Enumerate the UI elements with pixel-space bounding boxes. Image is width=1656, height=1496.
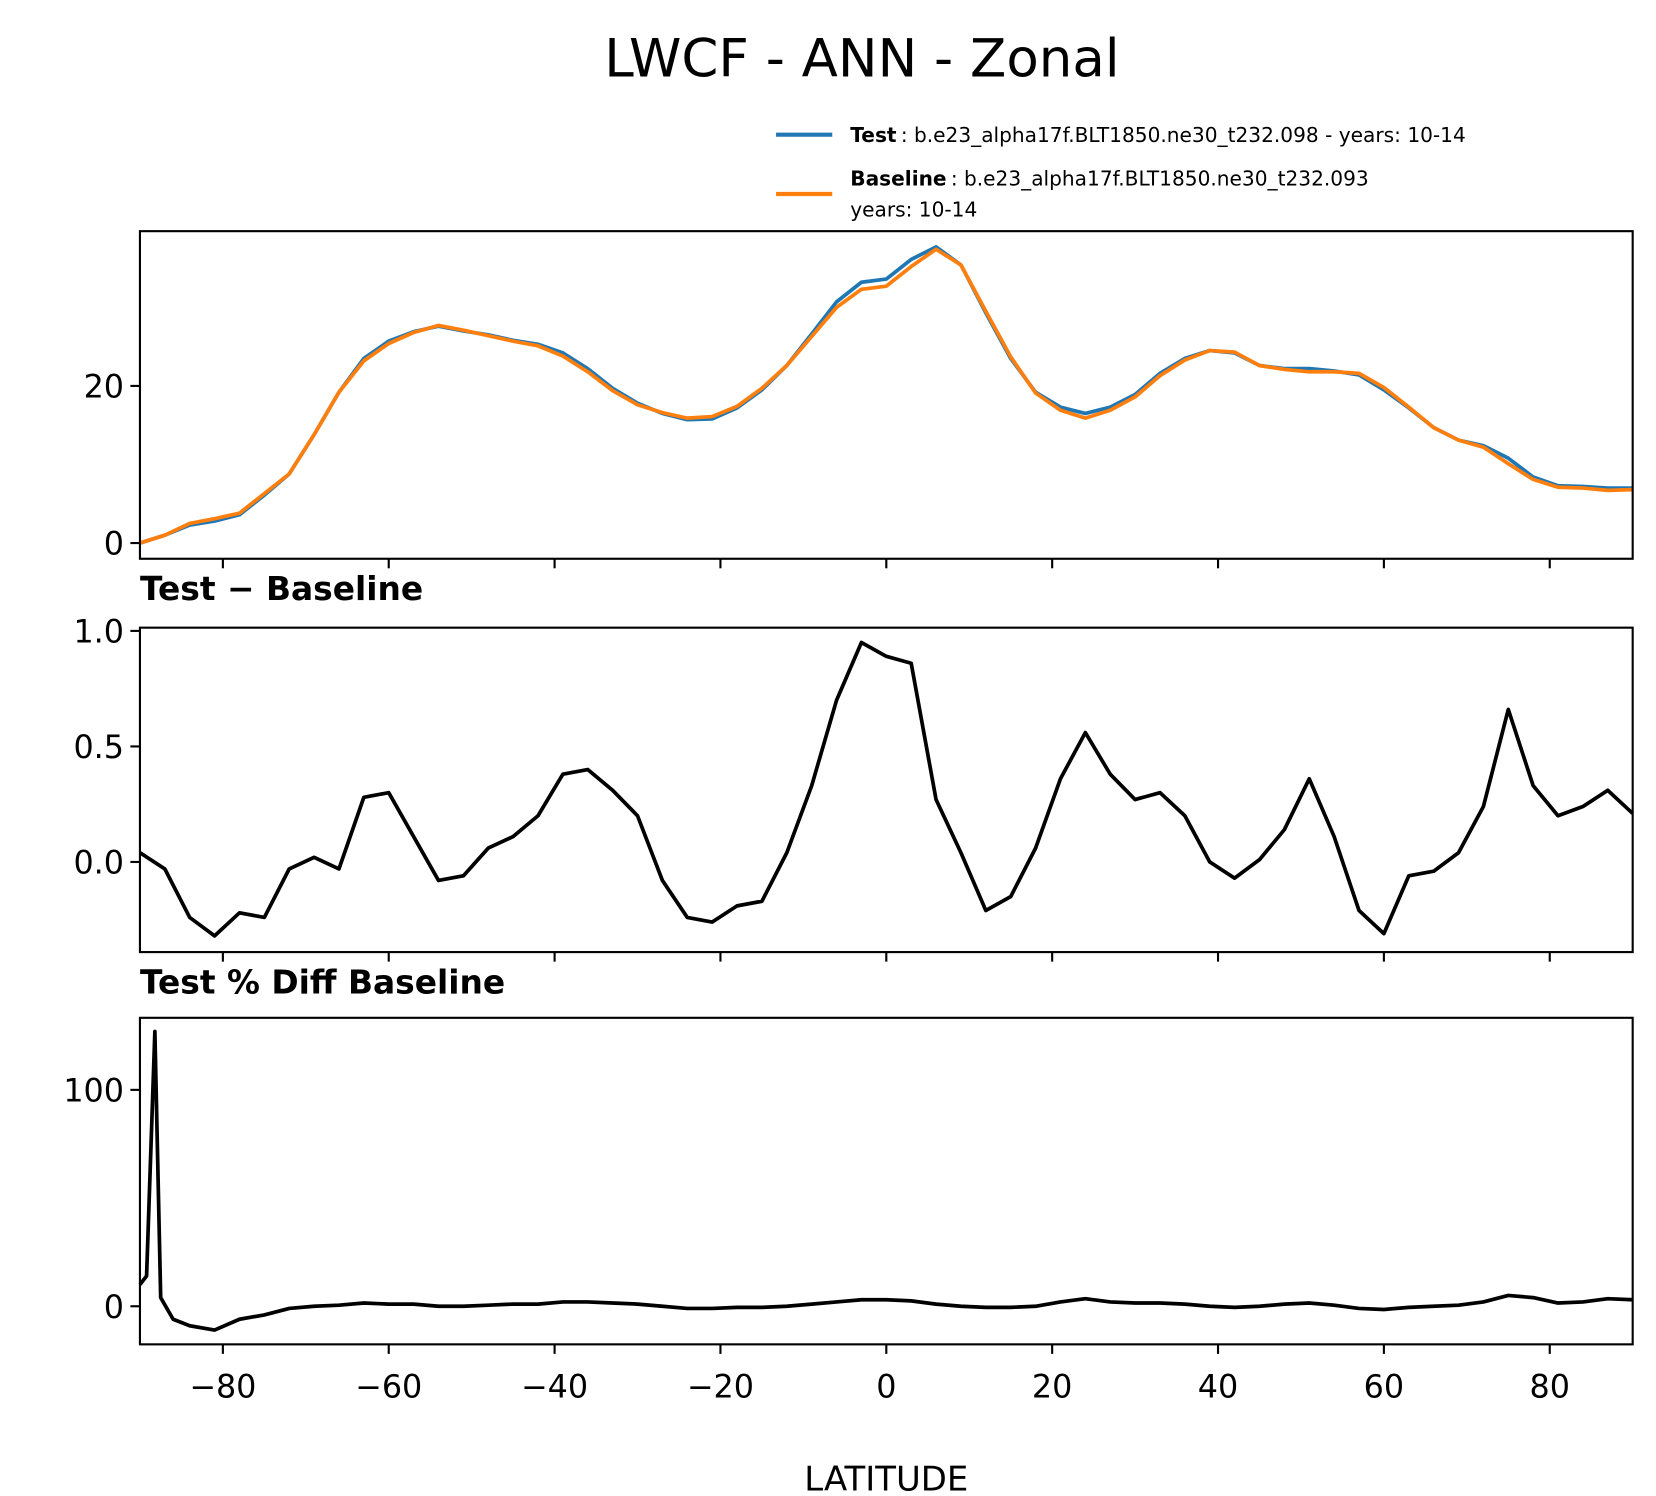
x-tick-label: 40 <box>1198 1368 1238 1405</box>
x-tick-label: −80 <box>189 1368 256 1405</box>
data-line <box>139 247 1633 545</box>
panel-title: Test − Baseline <box>140 569 423 608</box>
panel-title: Test % Diff Baseline <box>140 962 505 1001</box>
x-tick-label: 20 <box>1032 1368 1072 1405</box>
legend-description: : b.e23_alpha17f.BLT1850.ne30_t232.098 -… <box>901 123 1466 147</box>
y-tick-label: 100 <box>63 1073 124 1110</box>
legend-entry: Baseline: b.e23_alpha17f.BLT1850.ne30_t2… <box>850 167 1368 191</box>
legend-description: years: 10-14 <box>850 197 977 221</box>
y-tick-label: 0.5 <box>73 729 124 766</box>
data-line <box>138 1029 1633 1332</box>
legend-entry: Test: b.e23_alpha17f.BLT1850.ne30_t232.0… <box>850 123 1466 147</box>
axes-frame <box>138 230 1634 560</box>
legend-description: : b.e23_alpha17f.BLT1850.ne30_t232.093 <box>951 167 1369 191</box>
x-tick-label: 0 <box>876 1368 896 1405</box>
axes-frame <box>138 1016 1634 1346</box>
legend: Test: b.e23_alpha17f.BLT1850.ne30_t232.0… <box>776 123 1466 221</box>
y-tick-label: 1.0 <box>73 614 124 651</box>
y-tick-label: 20 <box>84 369 124 406</box>
x-tick-label: −20 <box>687 1368 754 1405</box>
x-axis-label: LATITUDE <box>804 1460 968 1496</box>
data-line <box>138 640 1634 938</box>
y-tick-label: 0 <box>104 1289 124 1326</box>
y-tick-label: 0.0 <box>73 845 124 882</box>
x-tick-label: 60 <box>1364 1368 1404 1405</box>
legend-name: Baseline <box>850 167 946 191</box>
axes-frame <box>138 626 1634 954</box>
x-tick-label: −60 <box>355 1368 422 1405</box>
y-tick-label: 0 <box>104 526 124 563</box>
x-tick-label: 80 <box>1530 1368 1570 1405</box>
figure-title: LWCF - ANN - Zonal <box>604 28 1119 89</box>
legend-name: Test <box>850 123 897 147</box>
x-tick-label: −40 <box>521 1368 588 1405</box>
